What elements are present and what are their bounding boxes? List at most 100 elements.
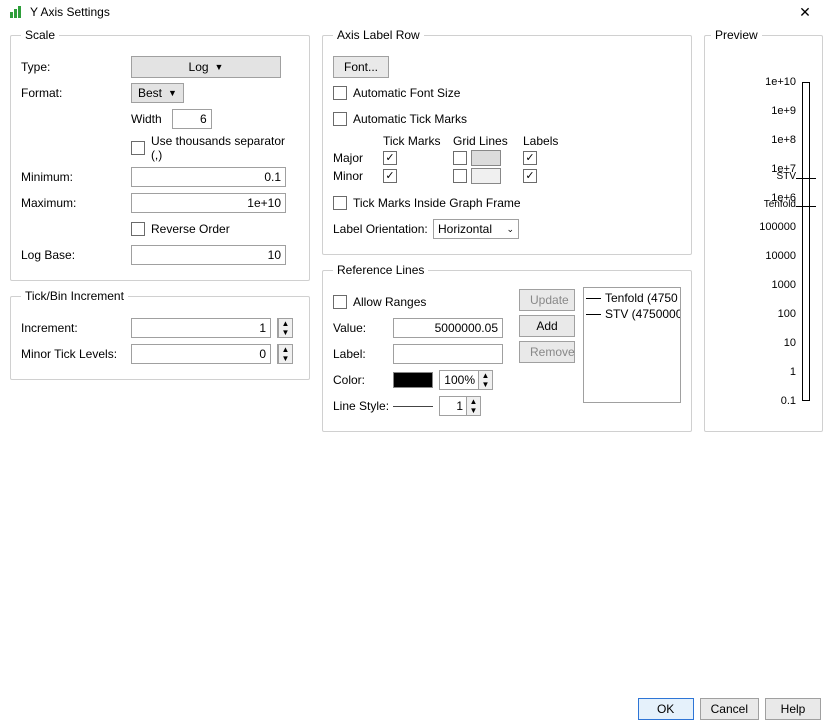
ref-line-stv: STV [796, 178, 816, 179]
minor-tick-checkbox[interactable] [383, 169, 397, 183]
preview-legend: Preview [711, 28, 762, 42]
opacity-spinner[interactable]: ▲▼ [439, 370, 493, 390]
app-icon [8, 4, 24, 20]
checkbox-icon [333, 86, 347, 100]
autofont-label: Automatic Font Size [353, 86, 460, 100]
ticks-inside-checkbox[interactable]: Tick Marks Inside Graph Frame [333, 196, 521, 210]
max-input[interactable] [131, 193, 286, 213]
reflines-legend: Reference Lines [333, 263, 428, 277]
font-button[interactable]: Font... [333, 56, 389, 78]
dialog-footer: OK Cancel Help [638, 698, 821, 720]
increment-input[interactable] [131, 318, 271, 338]
preview-axis: 1e+10 1e+9 1e+8 1e+7 1e+6 100000 10000 1… [730, 82, 810, 401]
spinner-down-icon[interactable]: ▼ [479, 380, 492, 389]
tick-label: 1e+9 [771, 105, 796, 117]
dialog-content: Scale Type: Log ▼ Format: Best ▼ [0, 24, 833, 432]
thousands-checkbox[interactable]: Use thousands separator (,) [131, 134, 299, 162]
spinner-up-icon[interactable]: ▲ [279, 319, 292, 328]
reflabel-label: Label: [333, 347, 393, 361]
spinner-down-icon[interactable]: ▼ [279, 328, 292, 337]
format-value: Best [138, 86, 162, 100]
reverse-label: Reverse Order [151, 222, 230, 236]
linestyle-spinner[interactable]: ▲▼ [439, 396, 481, 416]
major-grid-checkbox[interactable] [453, 151, 467, 165]
reverse-checkbox[interactable]: Reverse Order [131, 222, 230, 236]
titlebar: Y Axis Settings ✕ [0, 0, 833, 24]
checkbox-icon [131, 141, 145, 155]
type-dropdown[interactable]: Log ▼ [131, 56, 281, 78]
linestyle-input[interactable] [440, 397, 466, 415]
window-title: Y Axis Settings [30, 5, 785, 19]
orient-select[interactable]: Horizontal ⌄ [433, 219, 519, 239]
tickbin-group: Tick/Bin Increment Increment: ▲▼ Minor T… [10, 289, 310, 380]
col-tickmarks: Tick Marks [383, 134, 453, 148]
reflabel-input[interactable] [393, 344, 503, 364]
tick-label: 100 [778, 308, 796, 320]
linestyle-label: Line Style: [333, 399, 393, 413]
axis-line [802, 82, 810, 401]
width-input[interactable] [172, 109, 212, 129]
tick-label: 10000 [765, 250, 796, 262]
ticks-inside-label: Tick Marks Inside Graph Frame [353, 196, 521, 210]
cancel-button[interactable]: Cancel [700, 698, 759, 720]
spinner-up-icon[interactable]: ▲ [479, 371, 492, 380]
reflines-group: Reference Lines Allow Ranges Value: [322, 263, 692, 432]
minor-labels-checkbox[interactable] [523, 169, 537, 183]
color-label: Color: [333, 373, 393, 387]
opacity-input[interactable] [440, 371, 478, 389]
list-item[interactable]: STV (4750000 [586, 306, 678, 322]
thousands-label: Use thousands separator (,) [151, 134, 299, 162]
col-labels: Labels [523, 134, 593, 148]
value-label: Value: [333, 321, 393, 335]
remove-button[interactable]: Remove [519, 341, 575, 363]
orient-label: Label Orientation: [333, 222, 433, 236]
allow-ranges-checkbox[interactable]: Allow Ranges [333, 295, 426, 309]
minor-grid-checkbox[interactable] [453, 169, 467, 183]
major-grid-swatch[interactable] [471, 150, 501, 166]
axisrow-group: Axis Label Row Font... Automatic Font Si… [322, 28, 692, 255]
min-input[interactable] [131, 167, 286, 187]
color-swatch[interactable] [393, 372, 433, 388]
minor-spinner[interactable]: ▲▼ [277, 344, 293, 364]
logbase-input[interactable] [131, 245, 286, 265]
tick-label: 1000 [772, 279, 796, 291]
spinner-up-icon[interactable]: ▲ [467, 397, 480, 406]
spinner-down-icon[interactable]: ▼ [279, 354, 292, 363]
linestyle-sample[interactable] [393, 406, 433, 407]
allow-ranges-label: Allow Ranges [353, 295, 426, 309]
type-value: Log [189, 60, 209, 74]
chevron-down-icon: ▼ [215, 62, 224, 72]
major-tick-checkbox[interactable] [383, 151, 397, 165]
value-input[interactable] [393, 318, 503, 338]
type-label: Type: [21, 60, 131, 74]
close-icon[interactable]: ✕ [785, 4, 825, 21]
chevron-down-icon: ⌄ [506, 224, 514, 235]
format-label: Format: [21, 86, 131, 100]
autofont-checkbox[interactable]: Automatic Font Size [333, 86, 460, 100]
tick-label: 10 [784, 337, 796, 349]
scale-group: Scale Type: Log ▼ Format: Best ▼ [10, 28, 310, 281]
ok-button[interactable]: OK [638, 698, 694, 720]
increment-spinner[interactable]: ▲▼ [277, 318, 293, 338]
width-label: Width [131, 112, 162, 126]
preview-group: Preview 1e+10 1e+9 1e+8 1e+7 1e+6 100000… [704, 28, 823, 432]
spinner-up-icon[interactable]: ▲ [279, 345, 292, 354]
add-button[interactable]: Add [519, 315, 575, 337]
orient-value: Horizontal [438, 222, 492, 236]
update-button[interactable]: Update [519, 289, 575, 311]
minor-row-label: Minor [333, 169, 383, 183]
autoticks-label: Automatic Tick Marks [353, 112, 467, 126]
tick-label: 100000 [759, 221, 796, 233]
minor-grid-swatch[interactable] [471, 168, 501, 184]
checkbox-icon [131, 222, 145, 236]
min-label: Minimum: [21, 170, 131, 184]
max-label: Maximum: [21, 196, 131, 210]
minor-input[interactable] [131, 344, 271, 364]
major-labels-checkbox[interactable] [523, 151, 537, 165]
help-button[interactable]: Help [765, 698, 821, 720]
autoticks-checkbox[interactable]: Automatic Tick Marks [333, 112, 467, 126]
list-item[interactable]: Tenfold (4750 [586, 290, 678, 306]
format-dropdown[interactable]: Best ▼ [131, 83, 184, 103]
reflines-list[interactable]: Tenfold (4750 STV (4750000 [583, 287, 681, 403]
spinner-down-icon[interactable]: ▼ [467, 406, 480, 415]
